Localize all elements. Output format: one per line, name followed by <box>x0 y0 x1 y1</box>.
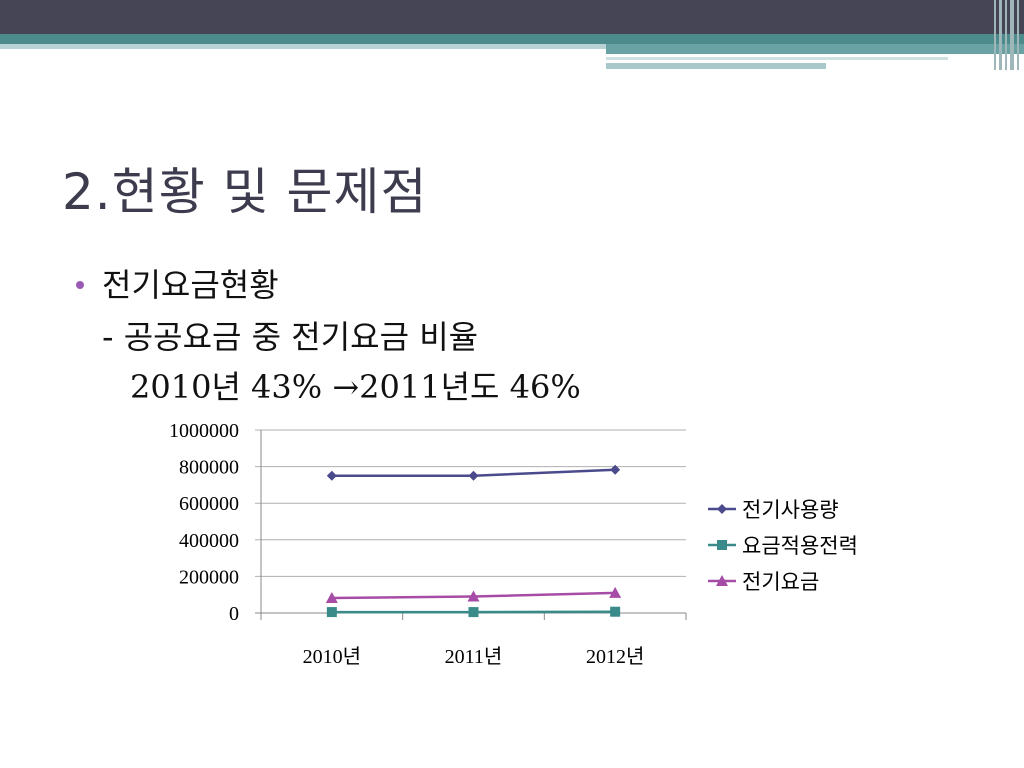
x-tick-label: 2011년 <box>445 645 503 668</box>
header-band-light <box>0 44 606 49</box>
data-point <box>325 591 338 603</box>
data-point <box>326 470 337 481</box>
legend-swatch-marker <box>717 504 727 514</box>
x-tick-label: 2010년 <box>303 645 361 668</box>
header-accent-line <box>606 63 826 69</box>
data-point <box>610 606 621 617</box>
y-tick-label: 1000000 <box>169 420 239 442</box>
data-point <box>610 464 621 475</box>
header-band-dark <box>0 0 1024 34</box>
data-point <box>468 470 479 481</box>
y-tick-label: 400000 <box>179 530 239 552</box>
y-tick-label: 0 <box>229 603 239 625</box>
slide-title: 2.현황 및 문제점 <box>62 163 428 221</box>
bullet-detail: 2010년 43% →2011년도 46% <box>130 368 581 406</box>
header-band-accent <box>606 44 1024 54</box>
data-point <box>326 607 337 618</box>
header-band-teal <box>0 34 1024 44</box>
bullet-icon <box>76 281 84 289</box>
data-point <box>609 586 622 598</box>
x-tick-label: 2012년 <box>586 645 644 668</box>
legend-label: 전기요금 <box>742 570 819 594</box>
y-tick-label: 200000 <box>179 566 239 588</box>
data-point <box>468 607 479 618</box>
bullet-heading: 전기요금현황 <box>102 266 279 304</box>
legend-label: 요금적용전력 <box>742 534 858 558</box>
y-tick-label: 800000 <box>179 457 239 479</box>
header-accent-line <box>606 57 948 60</box>
bullet-subtext: - 공공요금 중 전기요금 비율 <box>102 318 479 356</box>
y-tick-label: 600000 <box>179 493 239 515</box>
legend-label: 전기사용량 <box>742 498 839 522</box>
header-stripes <box>990 0 1024 70</box>
legend-swatch-marker <box>716 575 728 586</box>
legend-swatch-marker <box>717 540 727 550</box>
data-point <box>467 590 480 602</box>
